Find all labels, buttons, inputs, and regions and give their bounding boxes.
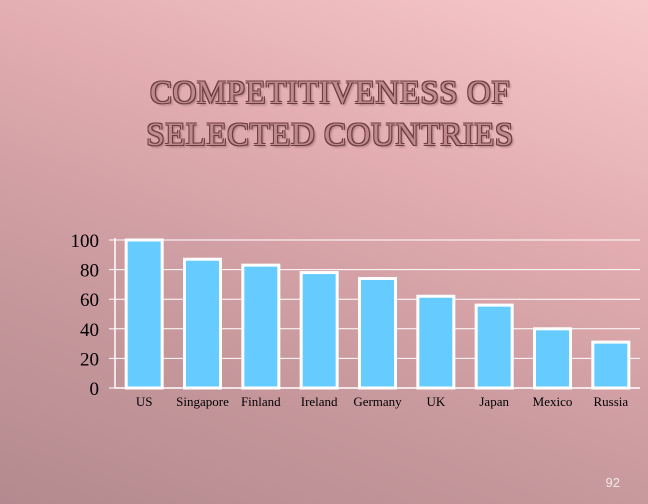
bar-uk [416,294,456,390]
bar-us [124,238,164,390]
axes [114,238,640,389]
y-tick-label: 20 [80,349,99,370]
page-number: 92 [605,475,620,490]
chart-title: COMPETITIVENESS OF SELECTED COUNTRIES [0,72,648,156]
x-tick-label: Japan [479,394,509,409]
x-tick-label: Russia [593,394,628,409]
x-tick-label: Singapore [176,394,229,409]
x-tick-labels: US Singapore Finland Ireland Germany UK Japan M… [136,394,629,409]
x-tick-label: Ireland [301,394,338,409]
y-tick-label: 60 [80,290,99,311]
y-tick-label: 0 [90,379,100,400]
y-tick-labels: 0 20 40 60 80 100 [71,231,100,400]
bar-ireland [299,271,339,390]
x-tick-label: Finland [241,394,281,409]
x-tick-label: Germany [353,394,402,409]
y-tick-label: 80 [80,261,99,282]
bar-germany [358,276,397,390]
x-tick-label: UK [426,394,445,409]
bar-japan [474,303,514,390]
bar-singapore [183,257,222,390]
chart-title-line-2: SELECTED COUNTRIES [146,117,514,153]
bar-mexico [533,327,572,390]
bar-finland [241,263,281,390]
x-tick-label: US [136,394,153,409]
chart-title-line-1: COMPETITIVENESS OF [149,75,511,111]
bars [124,238,631,390]
bar-russia [591,340,631,390]
y-tick-label: 40 [80,320,99,341]
y-tick-label: 100 [71,231,100,252]
x-tick-label: Mexico [533,394,573,409]
